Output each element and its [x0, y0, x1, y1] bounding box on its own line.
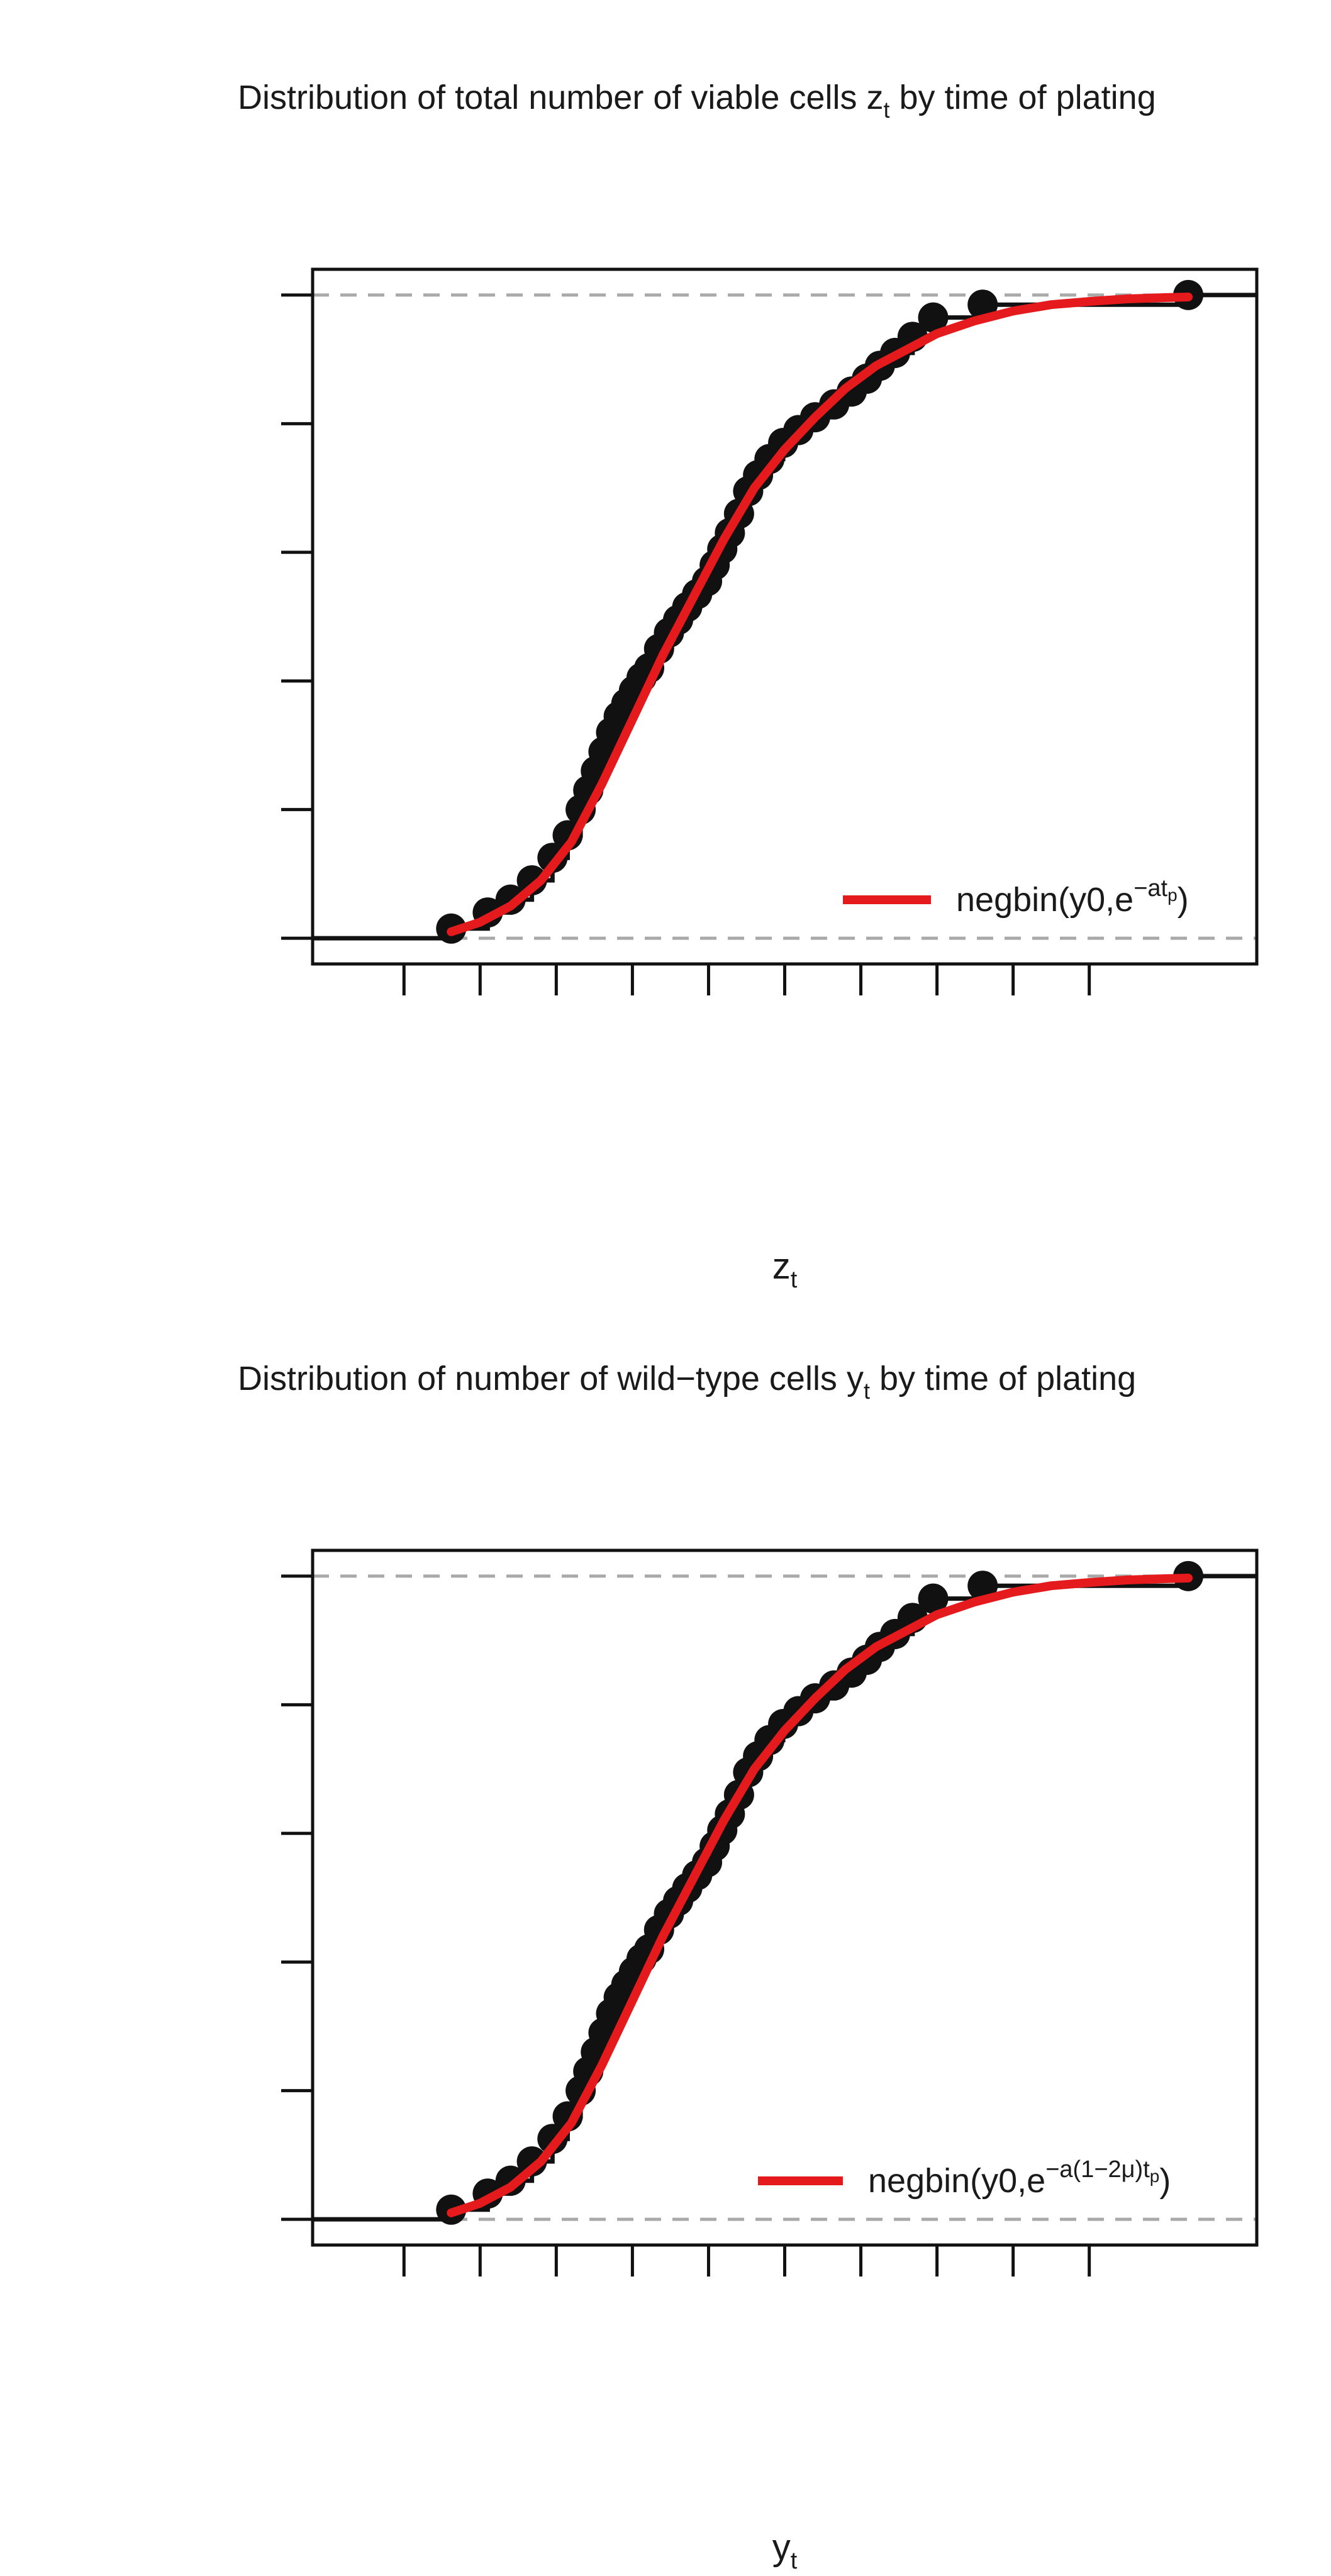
legend-label: negbin(y0,e−atp) [956, 875, 1189, 919]
chart-panel-b: Distribution of number of wild−type cell… [238, 1360, 1259, 2574]
chart-title: Distribution of number of wild−type cell… [238, 1360, 1136, 1404]
plot-frame [311, 1548, 1259, 2247]
ecdf-points [436, 1560, 1204, 2225]
legend: negbin(y0,e−a(1−2μ)tp) [758, 2156, 1171, 2200]
ecdf-step-line [313, 293, 1257, 941]
ecdf-point [516, 865, 547, 896]
ecdf-step-line [313, 1574, 1257, 2222]
ecdf-point [967, 289, 998, 320]
ecdf-point [967, 1571, 998, 1601]
plot-frame [311, 267, 1259, 966]
chart-panel-a: Distribution of total number of viable c… [238, 79, 1259, 1293]
legend-label: negbin(y0,e−a(1−2μ)tp) [868, 2156, 1171, 2200]
x-axis-label: zt [772, 1246, 798, 1293]
ecdf-point [918, 1583, 949, 1614]
x-axis-label: yt [772, 2527, 798, 2573]
ecdf-point [516, 2146, 547, 2177]
ecdf-point [918, 302, 949, 333]
fit-curve [447, 293, 1193, 936]
ecdf-points [436, 279, 1204, 944]
chart-title: Distribution of total number of viable c… [238, 79, 1156, 123]
legend: negbin(y0,e−atp) [843, 875, 1189, 919]
fit-curve [447, 1574, 1193, 2217]
